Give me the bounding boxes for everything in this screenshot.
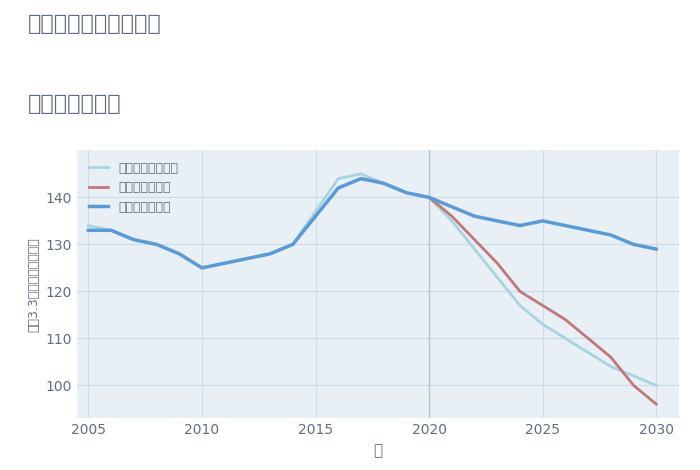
バッドシナリオ — [652, 401, 661, 407]
ノーマルシナリオ — [130, 237, 138, 243]
バッドシナリオ — [629, 383, 638, 388]
X-axis label: 年: 年 — [373, 443, 383, 458]
ノーマルシナリオ — [629, 373, 638, 379]
ノーマルシナリオ — [175, 251, 183, 257]
Y-axis label: 坪（3.3㎡）単価（万円）: 坪（3.3㎡）単価（万円） — [27, 237, 40, 332]
グッドシナリオ — [266, 251, 274, 257]
グッドシナリオ — [312, 213, 320, 219]
ノーマルシナリオ — [334, 176, 342, 181]
ノーマルシナリオ — [561, 336, 570, 341]
バッドシナリオ — [516, 289, 524, 294]
Legend: ノーマルシナリオ, バッドシナリオ, グッドシナリオ: ノーマルシナリオ, バッドシナリオ, グッドシナリオ — [90, 162, 178, 213]
ノーマルシナリオ — [197, 265, 206, 271]
ノーマルシナリオ — [493, 274, 501, 280]
グッドシナリオ — [220, 260, 229, 266]
ノーマルシナリオ — [402, 190, 411, 196]
ノーマルシナリオ — [357, 171, 365, 177]
グッドシナリオ — [561, 223, 570, 228]
バッドシナリオ — [470, 237, 479, 243]
グッドシナリオ — [107, 227, 116, 233]
ノーマルシナリオ — [538, 321, 547, 327]
ノーマルシナリオ — [243, 256, 251, 261]
ノーマルシナリオ — [652, 383, 661, 388]
Line: グッドシナリオ: グッドシナリオ — [88, 179, 657, 268]
グッドシナリオ — [607, 232, 615, 238]
グッドシナリオ — [357, 176, 365, 181]
グッドシナリオ — [402, 190, 411, 196]
グッドシナリオ — [538, 218, 547, 224]
ノーマルシナリオ — [84, 223, 92, 228]
ノーマルシナリオ — [107, 227, 116, 233]
ノーマルシナリオ — [425, 195, 433, 200]
グッドシナリオ — [652, 246, 661, 252]
グッドシナリオ — [516, 223, 524, 228]
Line: バッドシナリオ: バッドシナリオ — [429, 197, 657, 404]
バッドシナリオ — [538, 303, 547, 308]
ノーマルシナリオ — [516, 303, 524, 308]
グッドシナリオ — [493, 218, 501, 224]
ノーマルシナリオ — [447, 218, 456, 224]
バッドシナリオ — [447, 213, 456, 219]
グッドシナリオ — [175, 251, 183, 257]
グッドシナリオ — [84, 227, 92, 233]
グッドシナリオ — [288, 242, 297, 247]
グッドシナリオ — [425, 195, 433, 200]
ノーマルシナリオ — [379, 180, 388, 186]
グッドシナリオ — [153, 242, 161, 247]
Text: 兵庫県西宮市北口町の: 兵庫県西宮市北口町の — [28, 14, 162, 34]
ノーマルシナリオ — [220, 260, 229, 266]
ノーマルシナリオ — [288, 242, 297, 247]
グッドシナリオ — [130, 237, 138, 243]
バッドシナリオ — [493, 260, 501, 266]
グッドシナリオ — [334, 185, 342, 191]
ノーマルシナリオ — [584, 350, 592, 355]
バッドシナリオ — [561, 317, 570, 322]
バッドシナリオ — [584, 336, 592, 341]
バッドシナリオ — [607, 354, 615, 360]
グッドシナリオ — [243, 256, 251, 261]
ノーマルシナリオ — [607, 364, 615, 369]
Line: ノーマルシナリオ: ノーマルシナリオ — [88, 174, 657, 385]
ノーマルシナリオ — [266, 251, 274, 257]
グッドシナリオ — [197, 265, 206, 271]
グッドシナリオ — [470, 213, 479, 219]
Text: 土地の価格推移: 土地の価格推移 — [28, 94, 122, 114]
ノーマルシナリオ — [153, 242, 161, 247]
グッドシナリオ — [584, 227, 592, 233]
グッドシナリオ — [629, 242, 638, 247]
グッドシナリオ — [379, 180, 388, 186]
グッドシナリオ — [447, 204, 456, 210]
ノーマルシナリオ — [312, 209, 320, 214]
ノーマルシナリオ — [470, 246, 479, 252]
バッドシナリオ — [425, 195, 433, 200]
